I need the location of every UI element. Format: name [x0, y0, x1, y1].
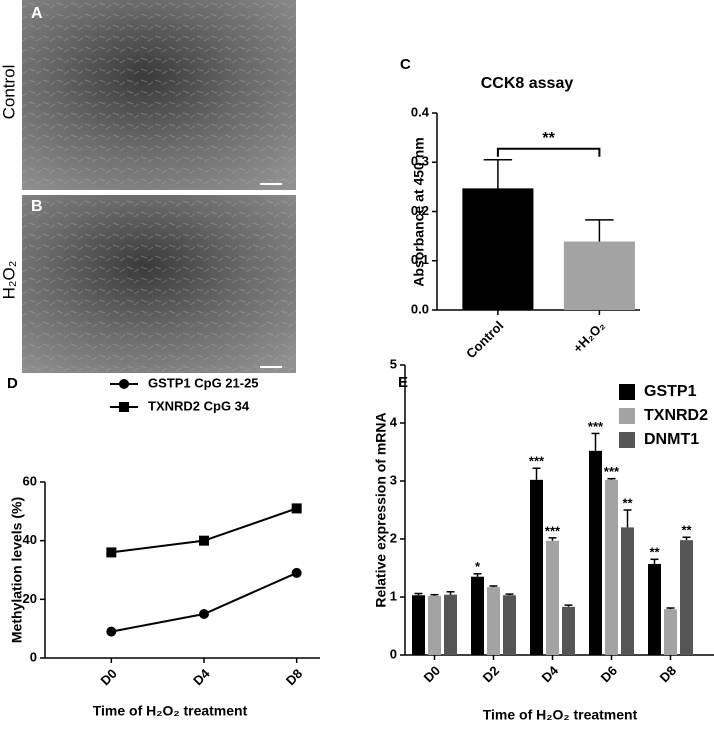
- x-tick-label: +H₂O₂: [570, 318, 608, 356]
- y-axis-title: Relative expression of mRNA: [373, 412, 389, 607]
- significance-label: ***: [545, 523, 561, 538]
- line: [111, 507, 297, 554]
- significance-label: **: [542, 130, 555, 147]
- legend-label: TXNRD2: [644, 407, 708, 424]
- bar: [664, 609, 677, 655]
- marker: [106, 547, 117, 558]
- y-tick-label: 40: [23, 532, 37, 547]
- y-tick-label: 0: [390, 646, 397, 661]
- x-tick-label: D0: [421, 663, 443, 685]
- y-tick-label: 0.0: [411, 301, 429, 316]
- y-axis-title: Absorbance at 450 nm: [411, 137, 427, 286]
- marker: [291, 567, 302, 578]
- chart-title: CCK8 assay: [481, 75, 574, 92]
- bar: [428, 595, 441, 655]
- bar: [503, 595, 516, 655]
- legend-label: DNMT1: [644, 431, 699, 448]
- bar: [444, 594, 457, 655]
- x-tick-label: D4: [190, 665, 213, 688]
- bar: [605, 479, 618, 655]
- panel-label: B: [31, 198, 43, 215]
- bar: [621, 527, 634, 655]
- image-caption: Control: [0, 65, 18, 120]
- x-tick-label: D4: [539, 662, 562, 685]
- y-tick-label: 60: [23, 473, 37, 488]
- y-tick-label: 0.3: [411, 154, 429, 169]
- marker: [106, 626, 117, 637]
- panel-label: C: [400, 56, 411, 73]
- x-tick-label: D6: [598, 663, 620, 685]
- y-tick-label: 0.2: [411, 203, 429, 218]
- significance-label: ***: [529, 454, 545, 469]
- image-a-texture: [22, 0, 296, 190]
- marker: [199, 535, 209, 546]
- significance-label: ***: [604, 464, 620, 479]
- marker: [199, 609, 209, 619]
- legend-label: GSTP1 CpG 21-25: [148, 375, 259, 390]
- significance-label: **: [649, 545, 660, 560]
- legend-marker: [119, 402, 129, 412]
- y-tick-label: 0: [30, 649, 37, 664]
- legend-label: GSTP1: [644, 383, 697, 400]
- y-tick-label: 3: [390, 472, 397, 487]
- bar: [680, 540, 693, 655]
- bar: [648, 563, 661, 655]
- significance-label: ***: [588, 419, 604, 434]
- bar: [589, 450, 602, 655]
- bar: [562, 606, 575, 655]
- bar: [563, 241, 635, 310]
- significance-bracket: [496, 147, 601, 157]
- y-tick-label: 5: [390, 356, 397, 371]
- bar: [546, 540, 559, 655]
- x-axis-title: Time of H₂O₂ treatment: [93, 703, 248, 719]
- bar: [462, 188, 534, 310]
- legend-swatch: [619, 432, 635, 448]
- bar: [471, 576, 484, 655]
- y-tick-label: 20: [23, 591, 37, 606]
- marker: [291, 503, 302, 514]
- y-tick-label: 0.1: [411, 252, 429, 267]
- panel-label: D: [7, 375, 18, 392]
- y-tick-label: 4: [390, 414, 398, 429]
- x-axis-title: Time of H₂O₂ treatment: [483, 707, 638, 723]
- x-tick-label: D8: [657, 663, 679, 685]
- significance-label: **: [681, 523, 692, 538]
- y-tick-label: 2: [390, 530, 397, 545]
- bar: [530, 479, 543, 655]
- x-tick-label: D0: [98, 666, 120, 688]
- image-caption: H₂O₂: [0, 261, 18, 300]
- legend-label: TXNRD2 CpG 34: [148, 398, 250, 413]
- panel-label: E: [398, 374, 408, 391]
- y-tick-label: 1: [390, 588, 397, 603]
- panel-label: A: [31, 5, 43, 22]
- legend-swatch: [619, 408, 635, 424]
- bar: [412, 595, 425, 655]
- bar: [487, 587, 500, 655]
- significance-label: **: [622, 495, 633, 510]
- image-b-texture: [22, 195, 296, 373]
- line: [111, 572, 298, 633]
- x-tick-label: D2: [480, 663, 502, 685]
- x-tick-label: D8: [283, 666, 305, 688]
- y-axis-title: Methylation levels (%): [9, 497, 25, 643]
- x-tick-label: Control: [463, 318, 506, 361]
- y-tick-label: 0.4: [411, 104, 430, 119]
- significance-label: *: [475, 559, 481, 574]
- legend-swatch: [619, 384, 635, 400]
- legend-marker: [119, 379, 129, 389]
